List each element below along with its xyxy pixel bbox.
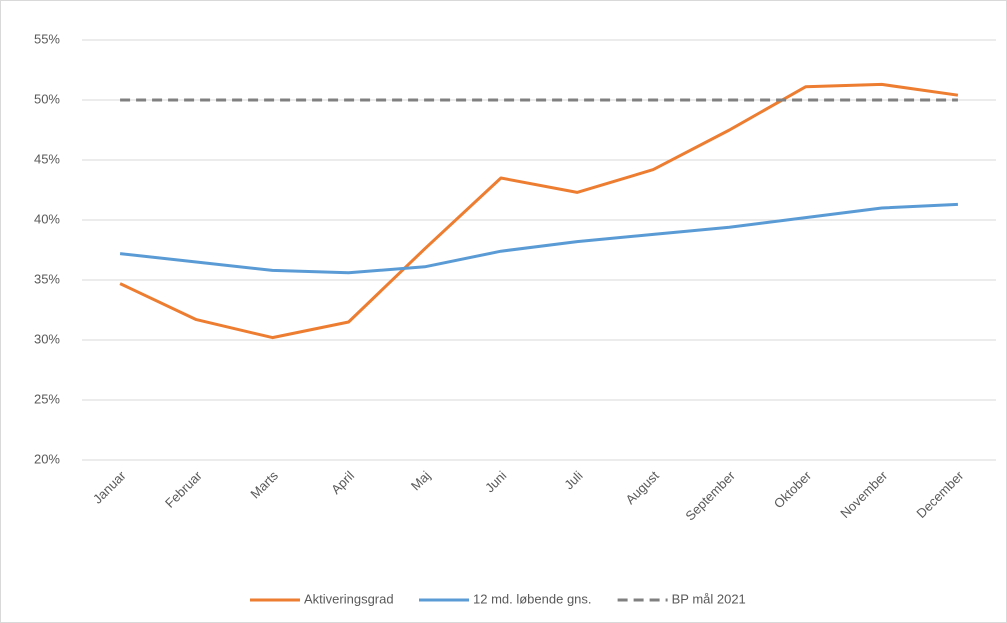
legend-label: 12 md. løbende gns. bbox=[473, 591, 592, 606]
legend-label: BP mål 2021 bbox=[672, 591, 746, 606]
y-tick-label: 55% bbox=[34, 31, 60, 46]
y-tick-label: 50% bbox=[34, 91, 60, 106]
y-tick-label: 45% bbox=[34, 151, 60, 166]
legend-label: Aktiveringsgrad bbox=[304, 591, 394, 606]
y-tick-label: 25% bbox=[34, 391, 60, 406]
series-line bbox=[119, 202, 958, 275]
y-tick-label: 20% bbox=[34, 451, 60, 466]
y-tick-label: 35% bbox=[34, 271, 60, 286]
series-line bbox=[119, 82, 959, 340]
y-tick-label: 40% bbox=[34, 211, 60, 226]
y-tick-label: 30% bbox=[34, 331, 60, 346]
